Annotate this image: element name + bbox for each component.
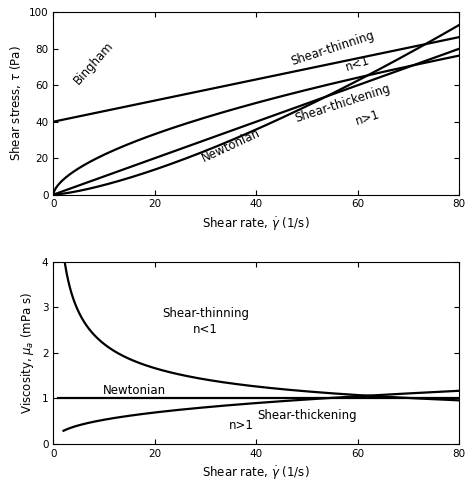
Text: Shear-thinning: Shear-thinning bbox=[162, 307, 249, 320]
Text: n>1: n>1 bbox=[354, 108, 382, 128]
Text: n>1: n>1 bbox=[228, 419, 254, 432]
Text: Shear-thinning: Shear-thinning bbox=[289, 29, 376, 69]
Text: n<1: n<1 bbox=[193, 323, 218, 336]
Text: Shear-thickening: Shear-thickening bbox=[293, 82, 392, 125]
Text: Shear-thickening: Shear-thickening bbox=[257, 409, 357, 422]
Text: Newtonian: Newtonian bbox=[200, 126, 262, 165]
Y-axis label: Viscosity, $\mu_a$ (mPa s): Viscosity, $\mu_a$ (mPa s) bbox=[19, 292, 36, 414]
Text: n<1: n<1 bbox=[344, 53, 372, 74]
Text: Bingham: Bingham bbox=[72, 39, 117, 87]
X-axis label: Shear rate, $\dot{\gamma}$ (1/s): Shear rate, $\dot{\gamma}$ (1/s) bbox=[202, 215, 310, 232]
Y-axis label: Shear stress, $\tau$ (Pa): Shear stress, $\tau$ (Pa) bbox=[9, 46, 23, 161]
Text: Newtonian: Newtonian bbox=[103, 384, 166, 396]
X-axis label: Shear rate, $\dot{\gamma}$ (1/s): Shear rate, $\dot{\gamma}$ (1/s) bbox=[202, 464, 310, 482]
